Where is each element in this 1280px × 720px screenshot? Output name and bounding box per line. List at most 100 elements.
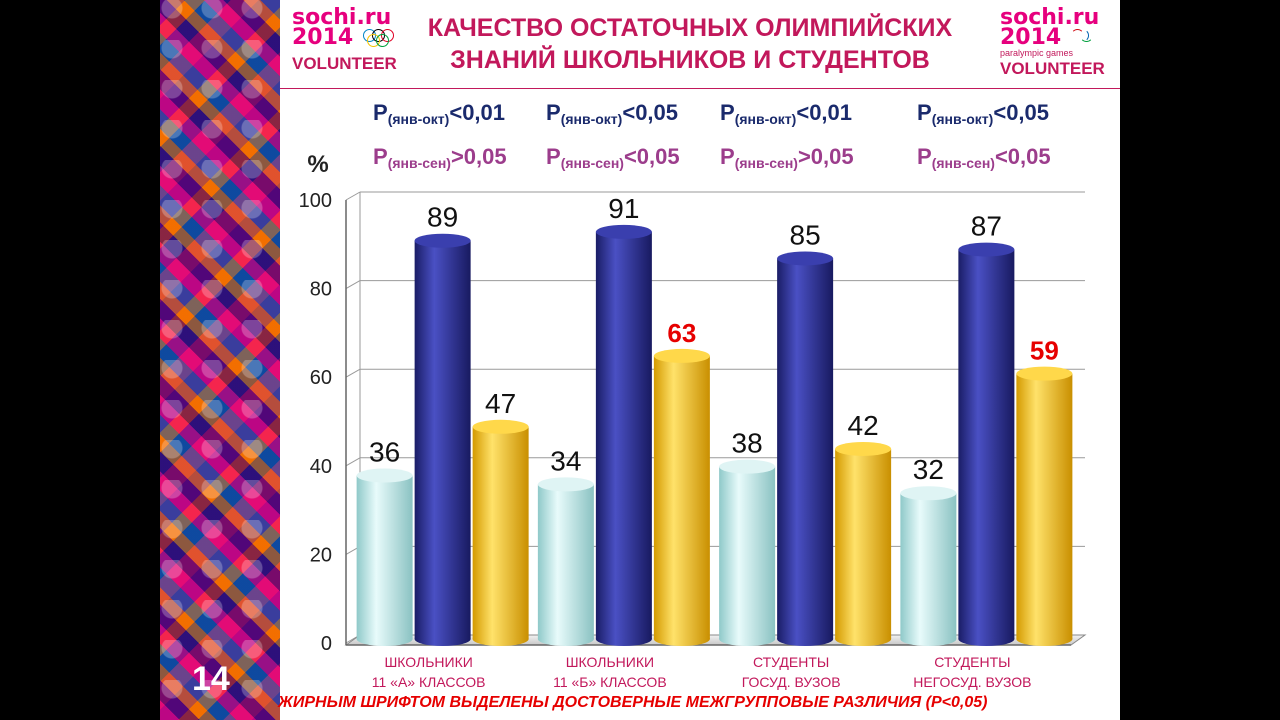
p-value-row2-3: Р(янв-сен)<0,05 [917,144,1051,171]
y-tick-label: 100 [299,190,332,212]
bar-cap [900,486,957,501]
bar-gold [472,426,529,639]
bar-value-label: 47 [485,388,516,419]
olympic-rings-icon [362,29,401,47]
p-value-rel: < [993,100,1007,125]
bar-cap [472,419,529,434]
p-value-rel: < [796,100,810,125]
p-value-p: Р [373,100,388,125]
gridline-side [345,368,361,378]
paralympic-agitos-icon [1070,29,1093,47]
p-value-val: 0,05 [1006,100,1050,125]
y-tick-label: 20 [310,544,332,566]
sochi-volunteer-logo-right: sochi.ru 2014 paralympic games VOLUNTEER [1000,7,1105,79]
title-line-1: КАЧЕСТВО ОСТАТОЧНЫХ ОЛИМПИЙСКИХ [427,14,953,42]
bar-blue [958,249,1015,639]
title-line-2: ЗНАНИЙ ШКОЛЬНИКОВ И СТУДЕНТОВ [450,46,930,74]
p-value-rel: < [449,100,463,125]
p-value-sub: (янв-окт) [560,111,623,127]
bar-light [900,493,957,639]
logo-right-line2: 2014 [1000,25,1062,50]
category-label: 11 «Б» КЛАССОВ [553,674,667,690]
p-value-row2-2: Р(янв-сен)>0,05 [720,144,854,171]
p-value-rel: < [623,144,637,169]
bar-cap [1016,366,1073,381]
logo-right-sub: paralympic games [1000,48,1074,58]
y-tick-label: 40 [310,456,332,478]
p-value-val: 0,05 [463,144,507,169]
bar-base [414,632,471,646]
p-value-row2-0: Р(янв-сен)>0,05 [373,144,507,171]
bar-gold [835,448,892,639]
gridline-side [345,457,361,467]
p-value-row2-1: Р(янв-сен)<0,05 [546,144,680,171]
slide: 14 sochi.ru 2014 VOLUNTEER КАЧЕСТВО ОСТА… [160,0,1120,720]
p-value-sub: (янв-сен) [387,155,451,171]
category-label: НЕГОСУД. ВУЗОВ [913,674,1031,690]
bar-base [472,632,529,646]
bar-value-label: 63 [667,318,696,348]
logo-left-volunteer: VOLUNTEER [292,54,397,73]
p-value-p: Р [546,100,561,125]
bar-base [595,632,652,646]
bar-cap [835,441,892,456]
bar-light [719,466,776,639]
bar-light [356,475,413,639]
category-label: ГОСУД. ВУЗОВ [742,674,841,690]
y-tick-label: 60 [310,367,332,389]
bar-base [835,632,892,646]
bar-value-label: 91 [608,193,639,224]
y-tick-label: 0 [321,633,332,655]
p-value-p: Р [917,100,932,125]
bar-blue [595,231,652,639]
logo-left-line1: sochi.ru [292,5,392,30]
p-value-sub: (янв-сен) [931,155,995,171]
bar-base [719,632,776,646]
p-value-val: 0,05 [810,144,854,169]
chart-labels: 36 89 47 34 91 63 38 85 42 32 87 59 [369,193,1059,485]
decorative-pattern-strip: 14 [160,0,280,720]
title-divider [280,88,1120,89]
p-value-sub: (янв-сен) [560,155,624,171]
bar-cap [356,468,413,483]
bar-value-label: 42 [848,410,879,441]
category-label: 11 «А» КЛАССОВ [372,674,486,690]
p-value-row1-1: Р(янв-окт)<0,05 [546,100,678,127]
gridline-side [345,191,361,201]
bar-cap [958,242,1015,257]
bar-base [777,632,834,646]
sochi-volunteer-logo-left: sochi.ru 2014 VOLUNTEER [292,5,401,74]
chart-axis: 0 20 40 60 80 100% [299,151,1071,655]
p-value-rel: < [994,144,1008,169]
bar-base [1016,632,1073,646]
bar-value-label: 85 [790,219,821,250]
p-value-val: 0,01 [809,100,853,125]
p-value-row1-2: Р(янв-окт)<0,01 [720,100,852,127]
chart-bars [356,224,1073,646]
p-value-rel: > [450,144,464,169]
p-value-val: 0,05 [635,100,679,125]
bar-value-label: 36 [369,437,400,468]
bar-gold [653,355,710,639]
bar-value-label: 89 [427,202,458,233]
bar-cap [537,477,594,492]
p-value-row1-0: Р(янв-окт)<0,01 [373,100,505,127]
p-value-val: 0,05 [1007,144,1051,169]
bar-value-label: 59 [1030,336,1059,366]
y-axis-label: % [307,151,328,178]
p-value-row1-3: Р(янв-окт)<0,05 [917,100,1049,127]
bar-base [537,632,594,646]
bar-base [958,632,1015,646]
chart-categories: ШКОЛЬНИКИ 11 «А» КЛАССОВ ШКОЛЬНИКИ 11 «Б» К… [372,654,1032,690]
bar-base [653,632,710,646]
bar-cap [777,251,834,266]
p-value-sub: (янв-окт) [387,111,450,127]
bar-base [356,632,413,646]
p-value-p: Р [546,144,561,169]
bar-light [537,484,594,639]
bar-cap [414,233,471,248]
bar-blue [414,240,471,640]
category-label: ШКОЛЬНИКИ [566,654,654,670]
p-value-sub: (янв-окт) [931,111,994,127]
bar-value-label: 32 [913,454,944,485]
